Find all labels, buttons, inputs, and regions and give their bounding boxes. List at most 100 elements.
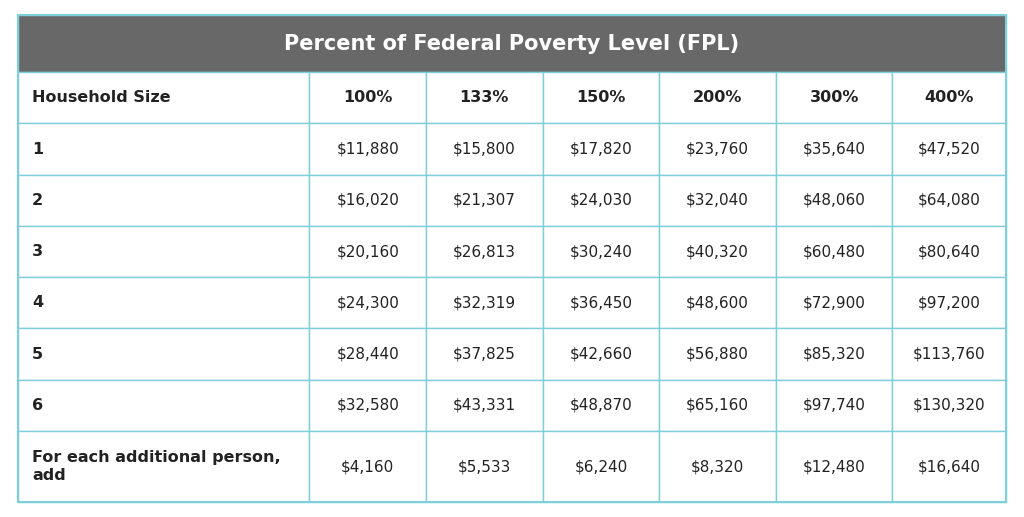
Bar (426, 328, 543, 380)
Text: $47,520: $47,520 (918, 142, 981, 157)
Bar (892, 431, 1006, 502)
Text: $32,040: $32,040 (686, 193, 749, 208)
Bar (659, 328, 776, 380)
Bar (659, 124, 776, 175)
Text: $16,640: $16,640 (918, 459, 981, 474)
Bar (776, 124, 892, 175)
Bar (776, 277, 892, 328)
Bar (659, 277, 776, 328)
Bar (18, 226, 309, 277)
Text: $43,331: $43,331 (453, 398, 516, 413)
Bar (426, 175, 543, 226)
Bar (543, 226, 659, 277)
Text: $11,880: $11,880 (336, 142, 399, 157)
Bar (18, 15, 1006, 72)
Text: $65,160: $65,160 (686, 398, 749, 413)
Bar (543, 277, 659, 328)
Text: $85,320: $85,320 (803, 346, 865, 361)
Bar (18, 124, 309, 175)
Bar (892, 175, 1006, 226)
Bar (892, 226, 1006, 277)
Bar (776, 380, 892, 431)
Text: $5,533: $5,533 (458, 459, 511, 474)
Text: 300%: 300% (809, 90, 859, 105)
Text: $80,640: $80,640 (918, 244, 981, 259)
Bar (426, 72, 543, 124)
Text: $42,660: $42,660 (569, 346, 633, 361)
Text: 1: 1 (32, 142, 43, 157)
Text: For each additional person,
add: For each additional person, add (32, 450, 281, 483)
Bar (309, 328, 426, 380)
Text: $8,320: $8,320 (691, 459, 744, 474)
Text: $37,825: $37,825 (453, 346, 516, 361)
Bar (18, 175, 309, 226)
Bar (309, 72, 426, 124)
Bar (776, 72, 892, 124)
Text: Household Size: Household Size (32, 90, 171, 105)
Text: 3: 3 (32, 244, 43, 259)
Text: $48,600: $48,600 (686, 295, 749, 310)
Bar (18, 431, 309, 502)
Bar (309, 431, 426, 502)
Text: $97,740: $97,740 (803, 398, 865, 413)
Text: 150%: 150% (577, 90, 626, 105)
Bar (543, 431, 659, 502)
Bar (426, 226, 543, 277)
Text: 200%: 200% (693, 90, 742, 105)
Bar (426, 380, 543, 431)
Text: $4,160: $4,160 (341, 459, 394, 474)
Bar (776, 431, 892, 502)
Text: 133%: 133% (460, 90, 509, 105)
Text: $6,240: $6,240 (574, 459, 628, 474)
Text: $23,760: $23,760 (686, 142, 749, 157)
Text: 5: 5 (32, 346, 43, 361)
Bar (426, 431, 543, 502)
Text: 2: 2 (32, 193, 43, 208)
Bar (18, 72, 309, 124)
Bar (892, 380, 1006, 431)
Text: $72,900: $72,900 (803, 295, 865, 310)
Text: $36,450: $36,450 (569, 295, 633, 310)
Text: $30,240: $30,240 (569, 244, 633, 259)
Text: 4: 4 (32, 295, 43, 310)
Bar (543, 175, 659, 226)
Text: 400%: 400% (925, 90, 974, 105)
Bar (543, 328, 659, 380)
Text: $48,060: $48,060 (803, 193, 865, 208)
Text: 6: 6 (32, 398, 43, 413)
Bar (892, 72, 1006, 124)
Bar (18, 380, 309, 431)
Bar (776, 328, 892, 380)
Bar (426, 277, 543, 328)
Text: $28,440: $28,440 (336, 346, 399, 361)
Bar (892, 124, 1006, 175)
Bar (659, 72, 776, 124)
Text: $60,480: $60,480 (803, 244, 865, 259)
Text: $40,320: $40,320 (686, 244, 749, 259)
Text: $64,080: $64,080 (918, 193, 981, 208)
Text: $48,870: $48,870 (569, 398, 632, 413)
Bar (659, 226, 776, 277)
Bar (892, 277, 1006, 328)
Text: 100%: 100% (343, 90, 392, 105)
Text: $20,160: $20,160 (336, 244, 399, 259)
Bar (776, 175, 892, 226)
Text: $17,820: $17,820 (569, 142, 632, 157)
Text: $97,200: $97,200 (918, 295, 981, 310)
Bar (543, 380, 659, 431)
Text: $113,760: $113,760 (912, 346, 985, 361)
Bar (659, 431, 776, 502)
Bar (309, 124, 426, 175)
Bar (659, 380, 776, 431)
Text: $21,307: $21,307 (453, 193, 516, 208)
Text: $24,030: $24,030 (569, 193, 633, 208)
Bar (309, 175, 426, 226)
Text: $15,800: $15,800 (453, 142, 516, 157)
Text: $16,020: $16,020 (336, 193, 399, 208)
Text: $32,580: $32,580 (336, 398, 399, 413)
Bar (18, 277, 309, 328)
Bar (309, 226, 426, 277)
Text: Percent of Federal Poverty Level (FPL): Percent of Federal Poverty Level (FPL) (285, 34, 739, 54)
Bar (892, 328, 1006, 380)
Bar (18, 328, 309, 380)
